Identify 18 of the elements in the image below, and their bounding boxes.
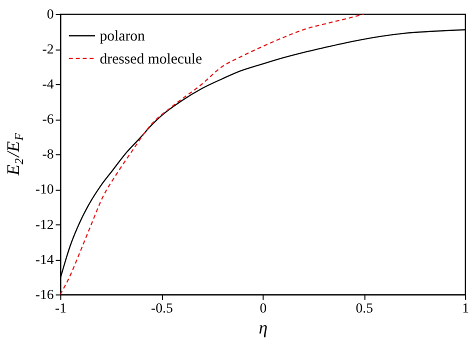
x-tick-label: 0.5 (356, 300, 374, 316)
y-tick-label: -6 (42, 112, 54, 127)
x-tick-label: 0 (260, 300, 267, 316)
y-axis-title: E2/EF (2, 132, 26, 176)
x-axis-title: η (258, 317, 268, 338)
y-tick-label: -14 (35, 252, 54, 267)
y-tick-label: -2 (42, 42, 54, 56)
y-tick-label: -16 (35, 286, 54, 302)
x-tick-label: -0.5 (151, 300, 173, 316)
legend-label: dressed molecule (100, 51, 202, 68)
x-tick-label: 1 (462, 300, 470, 316)
y-tick-label: 0 (46, 6, 54, 22)
y-tick-label: -12 (35, 216, 54, 232)
y-tick-label: -10 (35, 182, 54, 197)
legend-label: polaron (100, 28, 146, 45)
y-tick-label: -8 (42, 146, 54, 162)
y-tick-label: -4 (42, 76, 54, 92)
x-tick-label: -1 (54, 300, 67, 316)
